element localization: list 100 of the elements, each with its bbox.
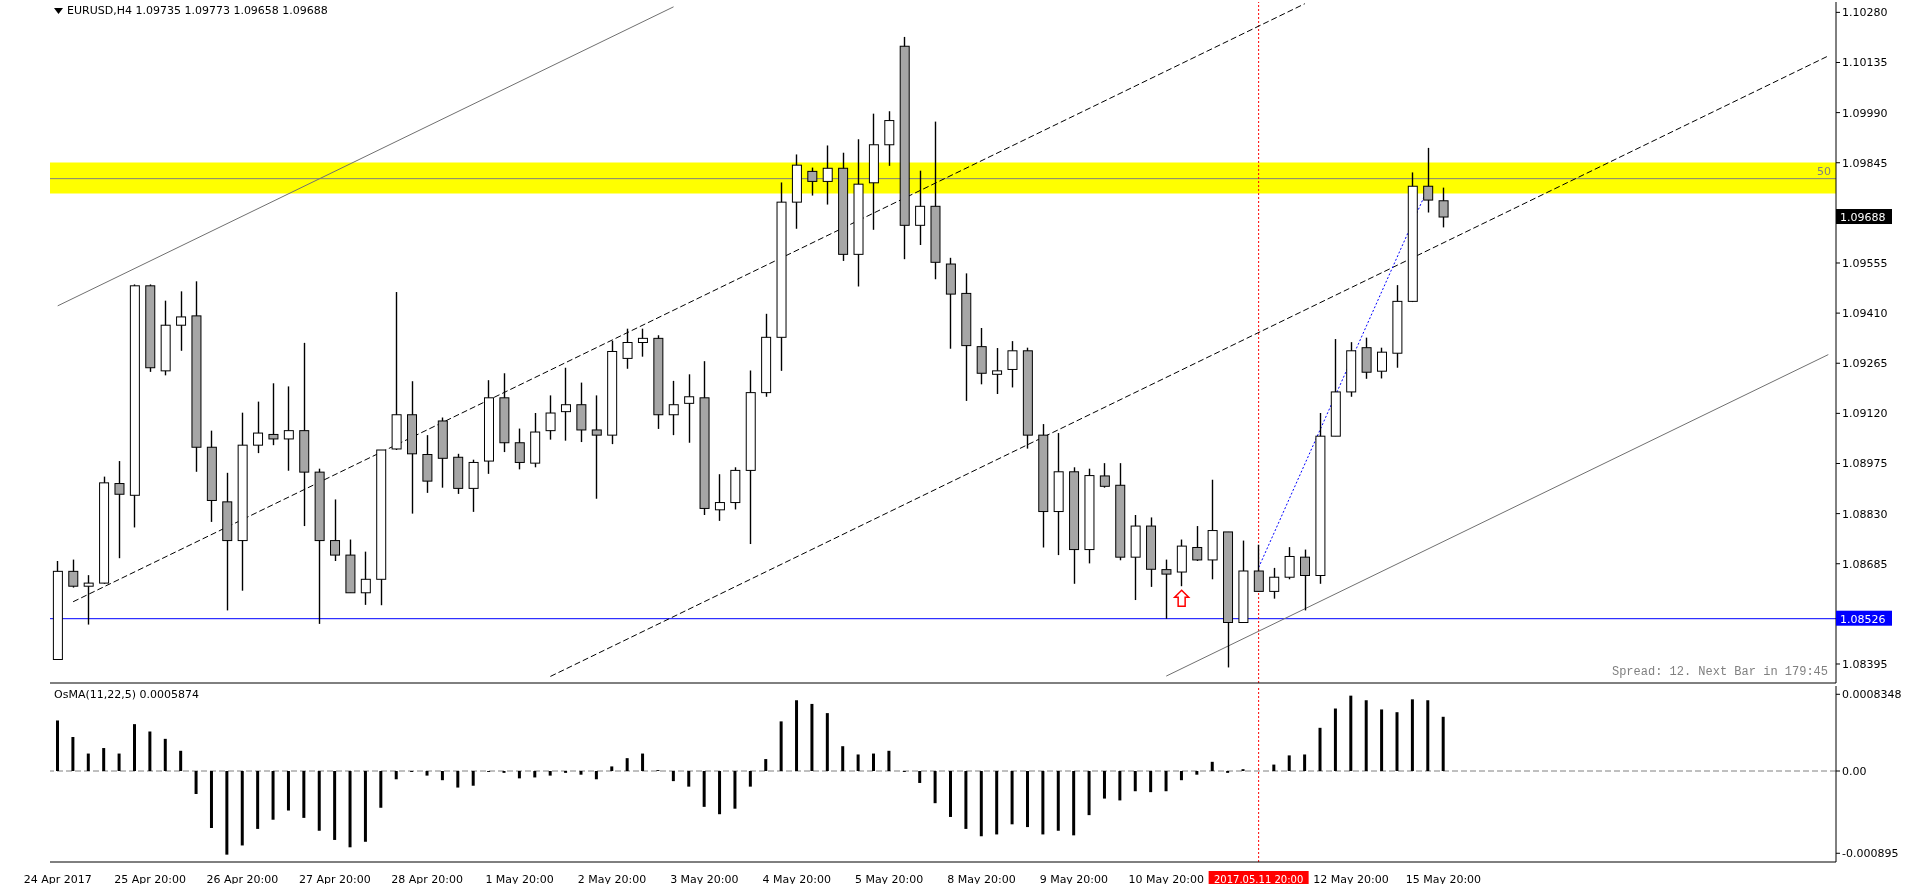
bar [979, 771, 983, 837]
bar [456, 771, 460, 788]
bar [825, 713, 829, 772]
bar [363, 771, 367, 842]
bar [56, 720, 59, 772]
bar [594, 771, 598, 780]
candlestick [1161, 558, 1172, 620]
bar [1010, 771, 1014, 825]
y-tick-label: 1.08975 [1842, 457, 1888, 471]
bar [702, 771, 706, 807]
bar [841, 746, 845, 772]
bar [641, 753, 645, 772]
candlestick [1284, 546, 1295, 580]
bar [872, 753, 876, 772]
bar [86, 753, 90, 772]
candlestick [1007, 340, 1018, 389]
y-tick-label: 1.09410 [1842, 307, 1888, 321]
bar [1056, 771, 1060, 831]
candlestick [591, 394, 602, 500]
bar [71, 737, 75, 772]
bar [1195, 771, 1199, 775]
bar [733, 771, 737, 809]
x-tick-label: 2017.05.11 20:00 [1214, 874, 1304, 884]
y-tick-label: 1.09845 [1842, 156, 1888, 170]
candlestick [1376, 346, 1387, 380]
bar [964, 771, 968, 829]
candlestick [637, 327, 648, 358]
candlestick [545, 394, 556, 441]
candlestick [514, 427, 525, 471]
bar [1410, 699, 1414, 772]
bar [1318, 727, 1322, 772]
y-tick-label: -0.000895 [1842, 847, 1899, 861]
bar [856, 754, 860, 772]
candlestick [1438, 186, 1449, 229]
candlestick [360, 550, 371, 606]
candlestick [560, 367, 571, 442]
bar [517, 771, 521, 779]
bar [163, 738, 167, 772]
bar [949, 771, 952, 817]
bar [117, 753, 121, 772]
bar [225, 771, 229, 855]
bar [425, 771, 429, 776]
bar [579, 771, 583, 775]
candlestick [1269, 567, 1280, 600]
bar [1426, 700, 1430, 772]
bar [256, 771, 260, 829]
bar [1210, 761, 1214, 772]
bar [1149, 771, 1153, 793]
bar [1179, 771, 1183, 781]
candlestick [807, 166, 818, 197]
y-tick-label: 1.08395 [1842, 657, 1888, 671]
candlestick [1423, 147, 1434, 214]
y-tick-label: 1.10280 [1842, 6, 1888, 20]
bar [995, 771, 999, 835]
candlestick [992, 347, 1003, 395]
bar [1303, 754, 1307, 772]
bar [548, 771, 552, 776]
bar [148, 731, 152, 772]
candlestick [668, 380, 679, 436]
bar [748, 771, 752, 787]
y-tick-label: 1.09120 [1842, 407, 1888, 421]
bar [1333, 708, 1337, 772]
candlestick [253, 400, 264, 454]
bar [1287, 755, 1291, 772]
candlestick [714, 473, 725, 522]
candlestick [176, 290, 187, 352]
y-tick-label: 1.10135 [1842, 56, 1888, 70]
bar [1133, 771, 1137, 792]
bar [718, 771, 722, 815]
candlestick [1192, 525, 1203, 562]
band-label: 50 [1817, 165, 1831, 179]
text: 1.09688 [1840, 211, 1886, 225]
bar [887, 750, 891, 772]
bar [1087, 771, 1091, 816]
candlestick [822, 144, 833, 206]
candlestick [268, 382, 279, 446]
bar [933, 771, 937, 804]
candlestick [330, 498, 341, 562]
bar [795, 700, 799, 772]
bar [1164, 771, 1168, 792]
candlestick [1253, 544, 1264, 593]
bar [764, 759, 768, 772]
bar [286, 771, 290, 811]
y-tick-label: 1.08830 [1842, 507, 1888, 521]
bar [1041, 771, 1045, 835]
y-tick-label: 1.09265 [1842, 357, 1888, 371]
bar [132, 724, 136, 772]
bar [1072, 771, 1076, 836]
candlestick [1300, 548, 1311, 612]
bar [1395, 712, 1399, 772]
bar [348, 771, 352, 848]
y-tick-label: 0.0008348 [1842, 688, 1902, 702]
bar [1272, 764, 1276, 772]
bar [810, 703, 814, 772]
annotation: Spread: 12. Next Bar in 179:45 [1611, 665, 1828, 679]
bar [1102, 771, 1106, 799]
bar [1380, 709, 1384, 772]
candlestick [915, 169, 926, 246]
y-tick-label: 1.08685 [1842, 557, 1888, 571]
bar [779, 721, 783, 772]
